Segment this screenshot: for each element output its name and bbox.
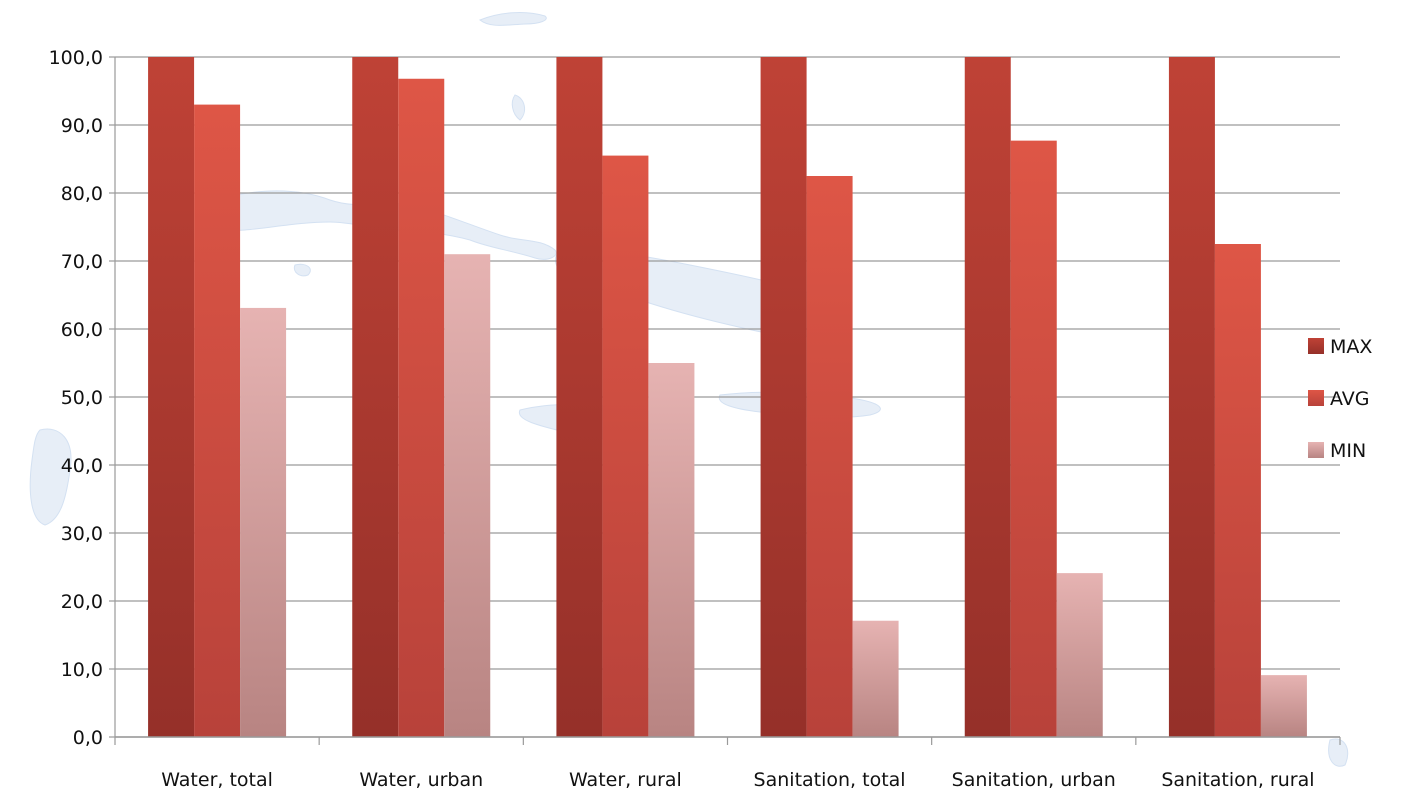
y-tick-label: 10,0 [61,659,103,681]
bar-min-2 [648,363,695,737]
legend: MAX AVG MIN [1308,336,1372,462]
legend-label-max: MAX [1330,336,1372,358]
y-tick-label: 0,0 [73,727,103,749]
bar-avg-3 [806,176,853,737]
gridlines [115,56,1340,738]
legend-swatch-avg [1308,390,1324,406]
legend-label-min: MIN [1330,440,1366,462]
bar-min-4 [1056,573,1103,737]
x-axis: Water, total Water, urban Water, rural Sani… [114,736,1341,791]
bar-max-0 [148,57,195,737]
x-category-label: Sanitation, rural [1161,769,1314,791]
x-category-label: Water, rural [569,769,682,791]
y-tick-label: 20,0 [61,591,103,613]
bar-min-0 [240,307,287,737]
x-category-label: Water, total [161,769,273,791]
y-tick-label: 70,0 [61,251,103,273]
y-tick-label: 100,0 [49,47,103,69]
bar-min-3 [852,620,899,737]
legend-swatch-max [1308,338,1324,354]
bar-min-5 [1260,675,1307,737]
y-tick-label: 40,0 [61,455,103,477]
bar-avg-2 [602,155,649,738]
y-axis: 0,0 10,0 20,0 30,0 40,0 50,0 60,0 70,0 80,0 90,0 1… [49,47,116,749]
y-tick-label: 90,0 [61,115,103,137]
bar-max-4 [964,57,1011,737]
x-category-label: Sanitation, total [754,769,906,791]
bar-avg-1 [398,78,445,737]
bar-min-1 [444,254,491,737]
bar-avg-5 [1214,244,1261,737]
x-category-label: Water, urban [359,769,483,791]
y-tick-label: 50,0 [61,387,103,409]
bar-avg-0 [194,104,241,738]
bar-avg-4 [1010,140,1057,737]
bar-max-1 [352,57,399,737]
x-category-label: Sanitation, urban [952,769,1116,791]
bars [148,57,1307,738]
legend-swatch-min [1308,442,1324,458]
y-tick-label: 60,0 [61,319,103,341]
bar-max-3 [760,57,807,737]
legend-label-avg: AVG [1330,388,1370,410]
y-tick-label: 80,0 [61,183,103,205]
bar-max-2 [556,57,603,737]
bar-max-5 [1168,57,1215,737]
y-tick-label: 30,0 [61,523,103,545]
